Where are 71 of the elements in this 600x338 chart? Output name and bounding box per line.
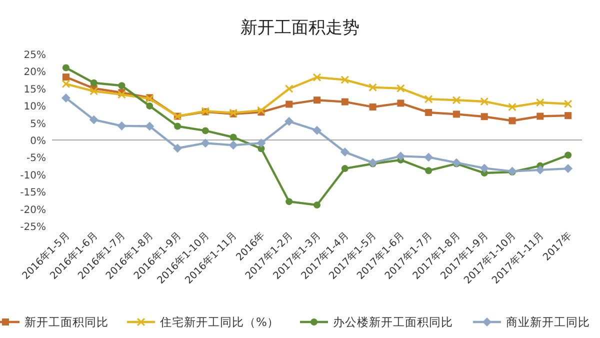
point — [118, 82, 126, 90]
point — [508, 102, 516, 111]
point — [480, 164, 489, 173]
point — [286, 100, 293, 108]
point — [62, 64, 70, 72]
legend-label: 新开工面积同比 — [24, 315, 108, 329]
point — [480, 113, 488, 120]
point — [285, 84, 294, 93]
legend-label: 商业新开工同比 — [506, 315, 590, 329]
y-tick-label: -5% — [26, 153, 46, 164]
y-tick-label: 0% — [30, 136, 46, 147]
point — [424, 95, 433, 104]
point — [257, 106, 266, 114]
y-tick-label: -15% — [20, 188, 46, 199]
point — [313, 73, 321, 82]
point — [397, 100, 404, 107]
point — [173, 144, 182, 153]
point — [202, 127, 209, 134]
point — [146, 102, 154, 110]
point — [564, 112, 572, 120]
y-tick-label: 20% — [24, 67, 46, 78]
point — [284, 116, 294, 126]
point — [118, 90, 126, 99]
point — [90, 87, 98, 96]
point — [452, 110, 460, 118]
point — [340, 148, 350, 157]
y-tick-label: -10% — [20, 170, 46, 182]
y-tick-label: 25% — [24, 50, 46, 61]
point — [61, 94, 70, 103]
point — [341, 98, 348, 106]
point — [564, 164, 573, 174]
point — [536, 165, 545, 174]
point — [341, 165, 348, 172]
point — [145, 122, 154, 131]
point — [312, 126, 322, 135]
point — [314, 96, 320, 104]
point — [536, 112, 544, 120]
legend-label: 办公楼新开工面积同比 — [333, 315, 453, 329]
point — [536, 98, 544, 107]
point — [230, 134, 237, 141]
point — [62, 74, 70, 81]
point — [425, 108, 432, 116]
point — [564, 152, 572, 159]
point — [314, 202, 320, 209]
point — [564, 100, 572, 108]
point — [62, 80, 70, 88]
y-tick-label: 10% — [24, 102, 46, 113]
point — [396, 84, 405, 92]
point — [369, 103, 376, 110]
legend-label: 住宅新开工同比（%） — [159, 315, 279, 329]
point — [480, 97, 488, 106]
point — [174, 122, 182, 130]
point — [425, 167, 432, 174]
point — [368, 83, 377, 92]
point — [396, 152, 406, 161]
point — [286, 198, 293, 206]
point — [200, 138, 210, 148]
point — [424, 152, 434, 162]
point — [340, 76, 349, 84]
point — [90, 79, 98, 86]
point — [89, 115, 98, 124]
y-tick-label: -25% — [20, 222, 46, 233]
point — [508, 117, 516, 124]
y-tick-label: -20% — [20, 204, 46, 216]
point — [452, 96, 460, 104]
point — [228, 140, 238, 150]
point — [117, 121, 126, 130]
y-tick-label: 15% — [24, 84, 46, 96]
point — [256, 138, 266, 148]
y-tick-label: 5% — [30, 118, 46, 130]
chart-title: 新开工面积走势 — [240, 18, 360, 38]
